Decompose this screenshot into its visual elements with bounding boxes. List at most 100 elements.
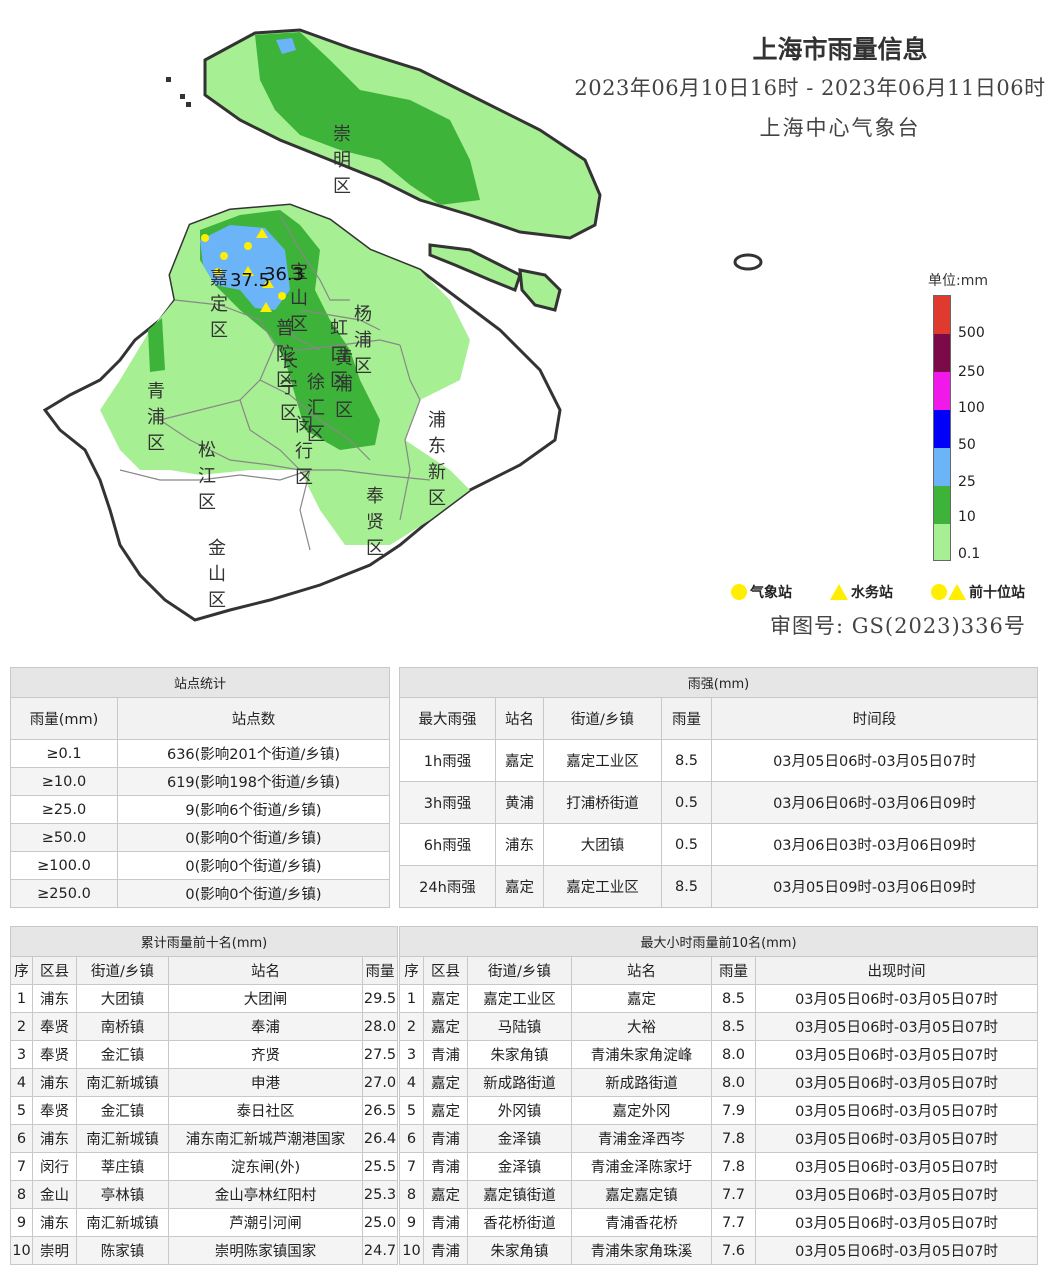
table-cell: 2	[399, 1012, 424, 1041]
water-station	[260, 302, 272, 312]
table-cell: 浦东	[32, 1208, 77, 1237]
map-title: 上海市雨量信息	[752, 35, 928, 64]
table-cell: ≥50.0	[10, 823, 118, 852]
column-header: 雨量	[711, 956, 756, 985]
district-label-jinshan: 金山区	[208, 538, 226, 611]
column-header: 站点数	[116, 697, 391, 740]
table-cell: 9(影响6个街道/乡镇)	[116, 795, 391, 824]
table-cell: 嘉定工业区	[467, 984, 572, 1013]
table-cell: 28.0	[361, 1012, 399, 1041]
table-cell: 金山	[32, 1180, 77, 1209]
table-cell: 淀东闸(外)	[168, 1152, 363, 1181]
table-cell: 1	[399, 984, 424, 1013]
table-cell: 朱家角镇	[467, 1236, 572, 1265]
table-cell: 嘉定	[423, 1012, 468, 1041]
table-cell: 9	[10, 1208, 33, 1237]
table-cell: 03月05日06时-03月05日07时	[754, 1180, 1039, 1209]
table-cell: 03月05日06时-03月05日07时	[710, 739, 1039, 782]
legend-swatch-50	[934, 410, 950, 448]
legend-label: 500	[958, 325, 985, 341]
station-value-label: 37.5	[230, 270, 271, 291]
table-cell: 25.0	[361, 1208, 399, 1237]
table-cell: 奉贤	[32, 1096, 77, 1125]
island-small-2	[518, 268, 562, 312]
table-cell: 25.5	[361, 1152, 399, 1181]
table-cell: 陈家镇	[76, 1236, 169, 1265]
table-cell: 奉贤	[32, 1040, 77, 1069]
table-cell: 青浦	[423, 1124, 468, 1153]
column-header: 站名	[168, 956, 363, 985]
table-cell: 24.7	[361, 1236, 399, 1265]
rain-zone-blue	[200, 225, 290, 310]
table-cell: 闵行	[32, 1152, 77, 1181]
table-cell: 南汇新城镇	[76, 1208, 169, 1237]
table-cell: 8.0	[711, 1068, 756, 1097]
table-cell: 青浦	[423, 1152, 468, 1181]
district-label-pudong: 浦东新区	[428, 410, 446, 509]
rain-intensity-table: 雨强(mm) 最大雨强 站名 街道/乡镇 雨量 时间段 1h雨强 嘉定 嘉定工业区 8…	[398, 667, 1039, 908]
table-cell: 10	[399, 1236, 424, 1265]
table-cell: 嘉定镇街道	[467, 1180, 572, 1209]
chongming-rain-green	[255, 32, 480, 205]
table-cell: 03月05日06时-03月05日07时	[754, 1236, 1039, 1265]
table-cell: 26.5	[361, 1096, 399, 1125]
table-cell: 嘉定工业区	[543, 865, 662, 908]
table-cell: 3h雨强	[399, 781, 496, 824]
weather-station	[244, 242, 252, 250]
table-cell: 03月05日06时-03月05日07时	[754, 1012, 1039, 1041]
island-small-3	[733, 253, 763, 271]
table-cell: 7.9	[711, 1096, 756, 1125]
legend-label: 10	[958, 509, 976, 525]
column-header: 雨量	[361, 956, 399, 985]
table-cell: 1h雨强	[399, 739, 496, 782]
islet-3	[186, 102, 191, 107]
table-cell: 浦东	[32, 1124, 77, 1153]
table-cell: 03月05日06时-03月05日07时	[754, 1208, 1039, 1237]
district-label-baoshan: 宝山区	[290, 262, 308, 335]
table-cell: 嘉定嘉定镇	[571, 1180, 712, 1209]
table-cell: 青浦	[423, 1208, 468, 1237]
weather-station	[220, 252, 228, 260]
district-label-hongkou: 虹口区	[330, 318, 348, 391]
table-cell: 泰日社区	[168, 1096, 363, 1125]
table-cell: 黄浦	[495, 781, 544, 824]
district-label-fengxian: 奉贤区	[366, 486, 384, 559]
district-label-chongming: 崇明区	[333, 124, 351, 197]
table-cell: 0(影响0个街道/乡镇)	[116, 823, 391, 852]
issuing-organization: 上海中心气象台	[759, 116, 921, 140]
table-cell: 8.5	[711, 984, 756, 1013]
water-station	[262, 278, 274, 288]
table-cell: 29.5	[361, 984, 399, 1013]
legend-weather-station-label: 气象站	[750, 585, 792, 601]
legend-swatch-250	[934, 334, 950, 372]
table-cell: 金汇镇	[76, 1096, 169, 1125]
table-cell: 6	[399, 1124, 424, 1153]
district-label-yangpu: 杨浦区	[354, 304, 372, 377]
table-cell: 2	[10, 1012, 33, 1041]
column-header: 雨量(mm)	[10, 697, 118, 740]
table-cell: 浦东南汇新城芦潮港国家	[168, 1124, 363, 1153]
weather-station	[201, 234, 209, 242]
table-cell: 7.8	[711, 1152, 756, 1181]
table-cell: 0(影响0个街道/乡镇)	[116, 879, 391, 908]
table-title: 累计雨量前十名(mm)	[9, 926, 399, 957]
legend-swatch-100	[934, 372, 950, 410]
table-cell: 7.7	[711, 1208, 756, 1237]
table-cell: 3	[399, 1040, 424, 1069]
table-cell: 嘉定	[495, 739, 544, 782]
station-value-label: 36.3	[264, 264, 305, 285]
shanghai-map	[42, 28, 763, 622]
table-cell: 金泽镇	[467, 1152, 572, 1181]
table-cell: 619(影响198个街道/乡镇)	[116, 767, 391, 796]
district-label-huangpu: 黄浦区	[335, 348, 353, 421]
table-cell: 25.3	[361, 1180, 399, 1209]
circle-marker-icon	[731, 584, 747, 600]
table-cell: 嘉定外冈	[571, 1096, 712, 1125]
table-cell: 嘉定	[423, 1096, 468, 1125]
table-cell: 636(影响201个街道/乡镇)	[116, 739, 391, 768]
table-cell: 03月05日09时-03月06日09时	[710, 865, 1039, 908]
table-cell: 8.5	[661, 739, 712, 782]
table-cell: 打浦桥街道	[543, 781, 662, 824]
rain-zone-light-green	[100, 205, 470, 545]
table-cell: 青浦金泽西岑	[571, 1124, 712, 1153]
